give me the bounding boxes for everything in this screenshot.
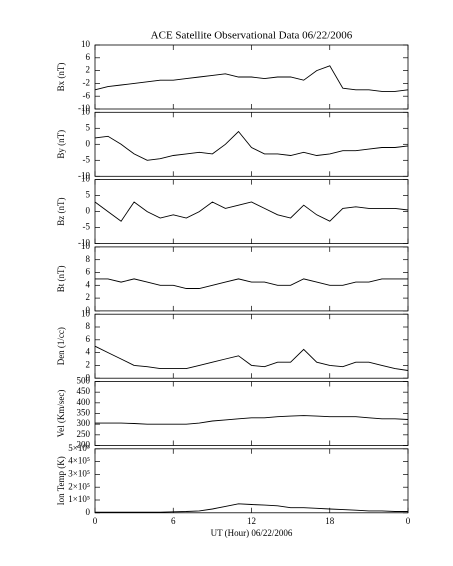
data-line — [94, 65, 409, 92]
data-line — [95, 415, 409, 425]
y-axis-label: By (nT) — [56, 130, 66, 159]
y-axis-label: Vel (Km/sec) — [56, 390, 66, 438]
y-tick-label: -6 — [83, 90, 91, 100]
y-tick-label: 1×10⁵ — [68, 494, 90, 504]
y-tick-label: 10 — [81, 308, 91, 318]
x-tick-label: 6 — [171, 516, 176, 526]
y-tick-label: 6 — [86, 52, 91, 62]
panel-frame — [94, 313, 409, 379]
y-tick-label: 8 — [86, 254, 91, 264]
y-axis-label: Bz (nT) — [56, 197, 66, 225]
x-tick-label: 0 — [93, 516, 98, 526]
panel-frame — [94, 246, 409, 312]
y-axis-label: Den (1/cc) — [56, 327, 66, 365]
x-tick-label: 0 — [406, 516, 411, 526]
y-tick-label: 2 — [86, 65, 91, 75]
y-tick-label: 0 — [86, 372, 91, 382]
y-axis-label: Bx (nT) — [56, 63, 66, 92]
y-tick-label: 5×10⁵ — [68, 443, 90, 453]
y-tick-label: 10 — [81, 106, 91, 116]
y-tick-label: 6 — [86, 267, 91, 277]
y-tick-label: -10 — [78, 238, 90, 248]
y-axis-label: Ion Temp (K) — [56, 456, 66, 505]
y-tick-label: 4 — [86, 347, 91, 357]
chart-title: ACE Satellite Observational Data 06/22/2… — [151, 30, 353, 42]
y-tick-label: 300 — [77, 418, 91, 428]
data-line — [94, 201, 409, 222]
y-tick-label: 10 — [81, 39, 91, 49]
y-tick-label: 4×10⁵ — [68, 456, 90, 466]
data-line — [94, 130, 409, 161]
y-tick-label: 250 — [77, 429, 91, 439]
y-tick-label: 10 — [81, 174, 91, 184]
y-tick-label: -2 — [83, 77, 91, 87]
y-tick-label: 400 — [77, 397, 91, 407]
x-axis-label: UT (Hour) 06/22/2006 — [211, 528, 293, 538]
data-line — [94, 345, 409, 371]
y-tick-label: 5 — [86, 122, 91, 132]
y-tick-label: -10 — [78, 103, 90, 113]
y-tick-label: 0 — [86, 305, 91, 315]
y-tick-label: 200 — [77, 440, 91, 450]
y-tick-label: 0 — [86, 206, 91, 216]
panel-frame — [94, 111, 409, 177]
y-tick-label: 2 — [86, 359, 91, 369]
y-tick-label: 3×10⁵ — [68, 468, 90, 478]
y-tick-label: 350 — [77, 408, 91, 418]
data-line — [95, 278, 408, 289]
y-tick-label: 8 — [86, 321, 91, 331]
data-line — [95, 503, 408, 513]
y-tick-label: 6 — [86, 334, 91, 344]
y-tick-label: 500 — [77, 376, 91, 386]
panel-frame — [94, 448, 409, 514]
y-tick-label: -5 — [83, 154, 91, 164]
y-tick-label: 450 — [77, 386, 91, 396]
x-tick-label: 12 — [247, 516, 256, 526]
y-tick-label: -5 — [83, 222, 91, 232]
y-tick-label: 0 — [86, 138, 91, 148]
y-axis-label: Bt (nT) — [56, 266, 66, 293]
y-tick-label: -10 — [78, 170, 90, 180]
y-tick-label: 2 — [86, 292, 91, 302]
panel-frame — [94, 179, 409, 245]
y-tick-label: 4 — [86, 279, 91, 289]
y-tick-label: 5 — [86, 190, 91, 200]
panel-frame — [94, 381, 409, 446]
y-tick-label: 10 — [81, 241, 91, 251]
y-tick-label: 0 — [86, 507, 91, 517]
x-tick-label: 18 — [325, 516, 335, 526]
y-tick-label: 2×10⁵ — [68, 481, 90, 491]
